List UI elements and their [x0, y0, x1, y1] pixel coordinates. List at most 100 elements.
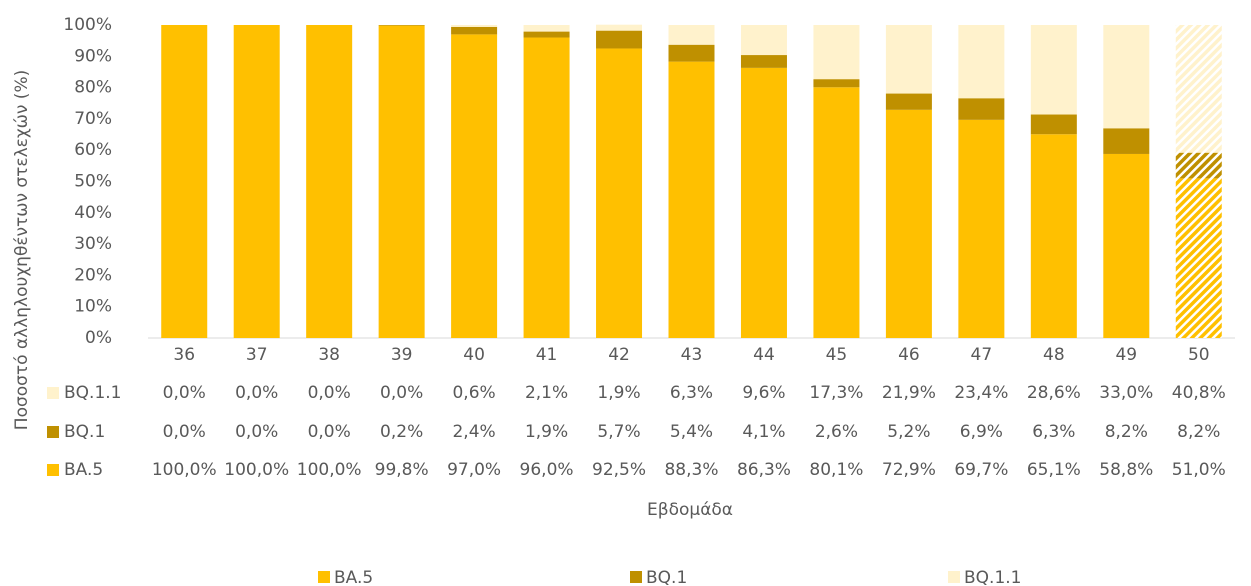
- table-value: 8,2%: [1177, 422, 1220, 442]
- table-value: 2,6%: [815, 422, 858, 442]
- bar-segment: [1175, 178, 1222, 338]
- table-value: 100,0%: [224, 460, 289, 480]
- x-tick-label: 38: [318, 345, 340, 365]
- bar-segment: [740, 25, 787, 56]
- bar-segment: [1103, 25, 1150, 129]
- bar-segment: [378, 25, 425, 338]
- legend-label: BQ.1.1: [964, 568, 1021, 586]
- bar-segment: [161, 25, 208, 338]
- bar-segment: [740, 55, 787, 68]
- y-tick-label: 0%: [85, 328, 112, 348]
- table-row-label: BQ.1.1: [64, 383, 121, 403]
- bar-segment: [668, 25, 715, 45]
- bar-segment: [1103, 128, 1150, 154]
- x-axis-title: Εβδομάδα: [647, 500, 733, 520]
- table-value: 17,3%: [809, 383, 863, 403]
- x-tick-label: 48: [1043, 345, 1065, 365]
- table-value: 0,0%: [163, 383, 206, 403]
- bar-segment: [885, 93, 932, 110]
- bar-segment: [596, 30, 643, 49]
- table-value: 0,0%: [308, 422, 351, 442]
- bar-segment: [813, 25, 860, 80]
- bar-segment: [523, 37, 570, 339]
- bar-segment: [885, 109, 932, 338]
- legend-key: [318, 571, 330, 583]
- table-value: 33,0%: [1099, 383, 1153, 403]
- table-value: 4,1%: [742, 422, 785, 442]
- x-tick-label: 50: [1188, 345, 1210, 365]
- x-tick-label: 43: [681, 345, 703, 365]
- table-value: 21,9%: [882, 383, 936, 403]
- bar-segment: [668, 61, 715, 338]
- table-legend-key: [47, 464, 59, 476]
- bar-segment: [813, 79, 860, 88]
- y-tick-label: 50%: [74, 172, 112, 192]
- table-value: 92,5%: [592, 460, 646, 480]
- table-value: 1,9%: [525, 422, 568, 442]
- y-tick-label: 80%: [74, 78, 112, 98]
- y-tick-label: 90%: [74, 46, 112, 66]
- table-value: 0,6%: [452, 383, 495, 403]
- x-tick-label: 37: [246, 345, 268, 365]
- bar-segment: [1030, 25, 1077, 115]
- table-value: 28,6%: [1027, 383, 1081, 403]
- bar-segment: [1030, 134, 1077, 338]
- y-tick-label: 40%: [74, 203, 112, 223]
- table-value: 8,2%: [1105, 422, 1148, 442]
- table-value: 0,0%: [380, 383, 423, 403]
- table-value: 0,2%: [380, 422, 423, 442]
- bar-segment: [958, 119, 1005, 339]
- bar-segment: [740, 67, 787, 339]
- x-tick-label: 41: [536, 345, 558, 365]
- table-value: 100,0%: [152, 460, 217, 480]
- table-value: 2,1%: [525, 383, 568, 403]
- y-tick-label: 20%: [74, 265, 112, 285]
- x-tick-label: 42: [608, 345, 630, 365]
- table-value: 97,0%: [447, 460, 501, 480]
- x-tick-label: 47: [971, 345, 993, 365]
- y-tick-label: 60%: [74, 140, 112, 160]
- legend-key: [948, 571, 960, 583]
- bar-segment: [1175, 152, 1222, 179]
- bar-segment: [451, 34, 498, 338]
- table-value: 1,9%: [597, 383, 640, 403]
- legend-key: [630, 571, 642, 583]
- bar-segment: [958, 98, 1005, 120]
- y-tick-label: 100%: [63, 15, 112, 35]
- table-value: 5,2%: [887, 422, 930, 442]
- table-value: 40,8%: [1172, 383, 1226, 403]
- x-tick-label: 45: [826, 345, 848, 365]
- bar-segment: [306, 25, 353, 338]
- table-value: 0,0%: [235, 422, 278, 442]
- table-value: 69,7%: [954, 460, 1008, 480]
- y-tick-label: 10%: [74, 297, 112, 317]
- bar-segment: [1103, 153, 1150, 338]
- table-value: 58,8%: [1099, 460, 1153, 480]
- table-value: 2,4%: [452, 422, 495, 442]
- bar-segment: [668, 44, 715, 62]
- y-tick-label: 70%: [74, 109, 112, 129]
- table-value: 51,0%: [1172, 460, 1226, 480]
- legend-label: BA.5: [334, 568, 373, 586]
- bar-segment: [451, 26, 498, 35]
- table-legend-key: [47, 426, 59, 438]
- x-tick-label: 36: [173, 345, 195, 365]
- bar-segment: [596, 24, 643, 31]
- table-value: 99,8%: [375, 460, 429, 480]
- x-tick-label: 39: [391, 345, 413, 365]
- table-value: 6,3%: [670, 383, 713, 403]
- x-tick-label: 46: [898, 345, 920, 365]
- bar-segment: [523, 31, 570, 38]
- y-axis-title: Ποσοστό αλληλουχηθέντων στελεχών (%): [12, 70, 32, 430]
- table-legend-key: [47, 387, 59, 399]
- legend-label: BQ.1: [646, 568, 687, 586]
- table-value: 5,7%: [597, 422, 640, 442]
- bar-segment: [596, 48, 643, 338]
- table-value: 86,3%: [737, 460, 791, 480]
- bar-segment: [958, 25, 1005, 99]
- table-value: 0,0%: [308, 383, 351, 403]
- bar-segment: [523, 25, 570, 32]
- table-value: 72,9%: [882, 460, 936, 480]
- table-value: 0,0%: [163, 422, 206, 442]
